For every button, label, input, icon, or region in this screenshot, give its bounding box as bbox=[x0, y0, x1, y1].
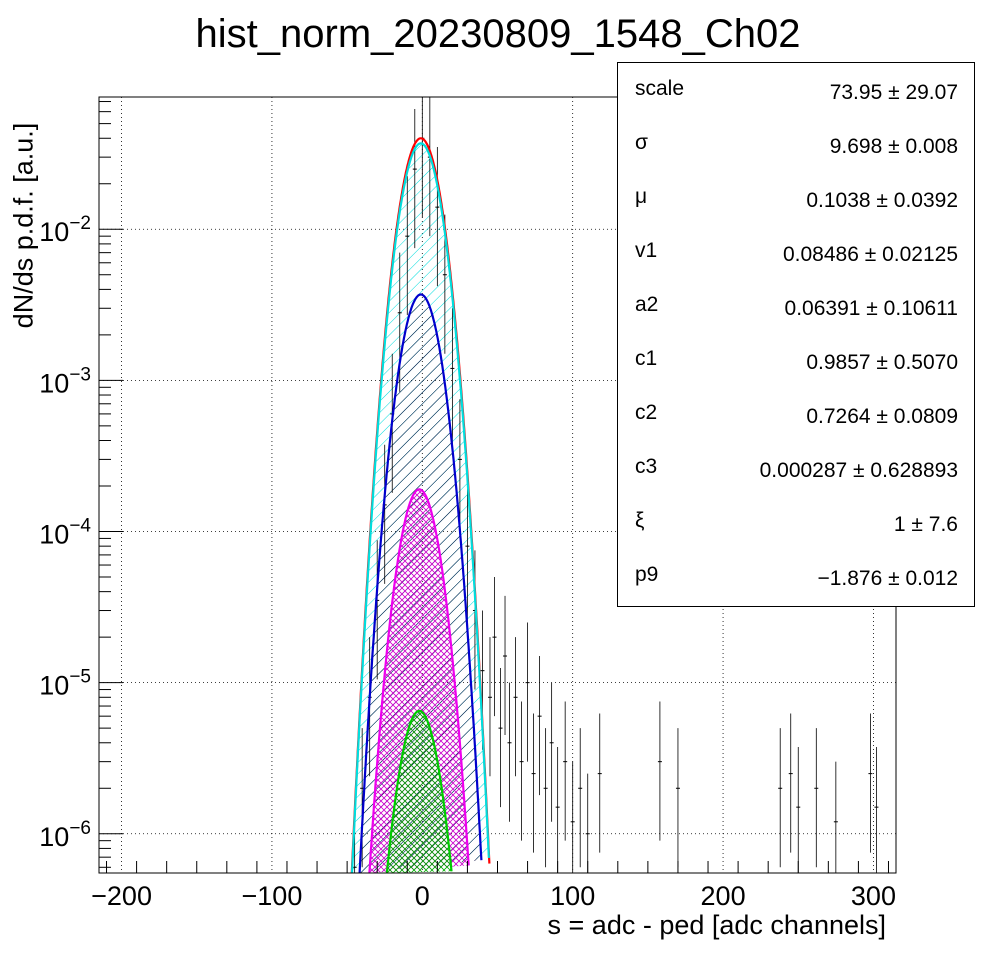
x-tick-label: −100 bbox=[242, 881, 303, 911]
stat-name: μ bbox=[635, 185, 648, 208]
stat-row: v1 0.08486 ± 0.02125 bbox=[618, 225, 974, 279]
stat-name: ξ bbox=[635, 509, 645, 532]
chart-title: hist_norm_20230809_1548_Ch02 bbox=[195, 12, 801, 56]
stat-name: scale bbox=[635, 77, 685, 100]
stat-value: 0.06391 ± 0.10611 bbox=[784, 297, 958, 320]
stat-value: 0.9857 ± 0.5070 bbox=[806, 351, 958, 374]
stat-value: 73.95 ± 29.07 bbox=[829, 81, 958, 104]
stat-value: 0.1038 ± 0.0392 bbox=[806, 189, 958, 212]
x-tick-label: 0 bbox=[415, 881, 430, 911]
y-tick-label: 10−6 bbox=[39, 818, 91, 852]
y-tick-label: 10−4 bbox=[39, 516, 91, 550]
x-tick-label: 300 bbox=[851, 881, 896, 911]
stat-row: ξ 1 ± 7.6 bbox=[618, 495, 974, 549]
fit-curve bbox=[358, 293, 483, 874]
stat-row: c3 0.000287 ± 0.628893 bbox=[618, 441, 974, 495]
fit-statistics-box: scale 73.95 ± 29.07 σ 9.698 ± 0.008 μ 0.1038 … bbox=[617, 62, 975, 607]
stat-row: c2 0.7264 ± 0.0809 bbox=[618, 387, 974, 441]
stat-row: μ 0.1038 ± 0.0392 bbox=[618, 171, 974, 225]
y-tick-label: 10−5 bbox=[39, 667, 91, 701]
fit-curve bbox=[368, 488, 470, 874]
stat-name: σ bbox=[635, 131, 648, 154]
y-axis-label: dN/ds p.d.f. [a.u.] bbox=[8, 122, 39, 329]
stat-name: c2 bbox=[635, 401, 658, 424]
x-tick-label: 200 bbox=[701, 881, 746, 911]
x-tick-labels: −200 −100 0 100 200 300 bbox=[91, 881, 896, 911]
stat-row: σ 9.698 ± 0.008 bbox=[618, 117, 974, 171]
y-tick-label: 10−2 bbox=[39, 213, 91, 247]
stat-value: 0.7264 ± 0.0809 bbox=[806, 405, 958, 428]
fit-curve bbox=[385, 709, 453, 874]
x-axis-label: s = adc - ped [adc channels] bbox=[547, 910, 886, 940]
stat-name: c1 bbox=[635, 347, 658, 370]
axis-ticks bbox=[99, 101, 889, 873]
stat-name: a2 bbox=[635, 293, 659, 316]
fit-curve bbox=[350, 142, 490, 874]
stat-name: c3 bbox=[635, 455, 658, 478]
stat-row: p9 −1.876 ± 0.012 bbox=[618, 549, 974, 603]
stat-name: p9 bbox=[635, 563, 659, 586]
y-tick-labels: 10−6 10−5 10−4 10−3 10−2 bbox=[39, 213, 91, 852]
y-tick-label: 10−3 bbox=[39, 364, 91, 398]
stat-row: a2 0.06391 ± 0.10611 bbox=[618, 279, 974, 333]
x-tick-label: 100 bbox=[550, 881, 595, 911]
fit-curves bbox=[350, 137, 491, 874]
stat-value: −1.876 ± 0.012 bbox=[817, 567, 958, 590]
stat-value: 0.000287 ± 0.628893 bbox=[759, 459, 958, 482]
stat-row: c1 0.9857 ± 0.5070 bbox=[618, 333, 974, 387]
x-tick-label: −200 bbox=[91, 881, 152, 911]
stat-value: 0.08486 ± 0.02125 bbox=[782, 243, 958, 266]
stat-value: 9.698 ± 0.008 bbox=[829, 135, 958, 158]
stat-name: v1 bbox=[635, 239, 658, 262]
stat-row: scale 73.95 ± 29.07 bbox=[618, 63, 974, 117]
stat-value: 1 ± 7.6 bbox=[893, 513, 958, 536]
